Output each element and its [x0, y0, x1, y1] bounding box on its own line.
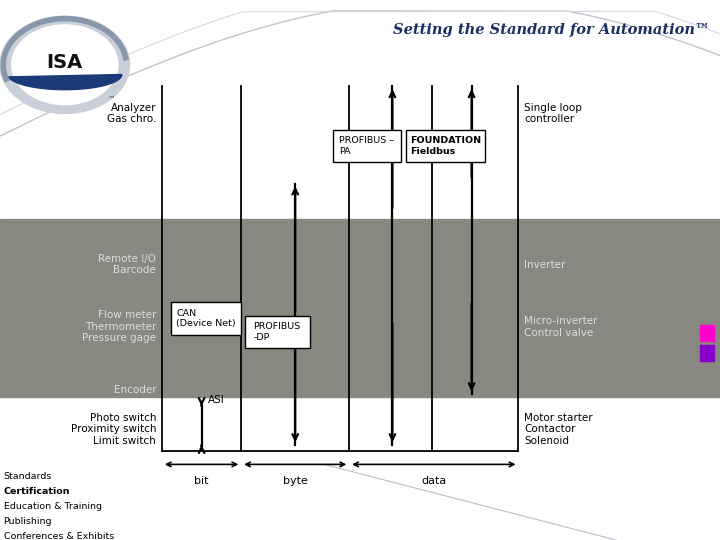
Text: CAN
(Device Net): CAN (Device Net) [176, 309, 235, 328]
Bar [171, 302, 241, 335]
Bar [700, 345, 714, 361]
Text: Certification: Certification [4, 487, 70, 496]
Text: Photo switch
Proximity switch
Limit switch: Photo switch Proximity switch Limit swit… [71, 413, 156, 446]
Text: Remote I/O
Barcode: Remote I/O Barcode [98, 254, 156, 275]
Text: Single loop
controller: Single loop controller [524, 103, 582, 124]
Text: Flow meter
Thermometer
Pressure gage: Flow meter Thermometer Pressure gage [82, 310, 156, 343]
Bar [245, 316, 310, 348]
Text: PROFIBUS –
PA: PROFIBUS – PA [339, 136, 395, 156]
Text: Conferences & Exhibits: Conferences & Exhibits [4, 532, 114, 540]
Text: Analyzer
Gas chro.: Analyzer Gas chro. [107, 103, 156, 124]
Text: ISA: ISA [47, 52, 83, 72]
Text: Standards: Standards [4, 472, 52, 481]
Bar [700, 325, 714, 341]
Text: Micro-inverter
Control valve: Micro-inverter Control valve [524, 316, 598, 338]
Circle shape [12, 25, 118, 105]
Text: ™: ™ [108, 95, 115, 104]
Bar [406, 130, 485, 162]
Text: Setting the Standard for Automation™: Setting the Standard for Automation™ [392, 23, 709, 37]
Text: Inverter: Inverter [524, 260, 565, 269]
Bar [0, 219, 720, 397]
Text: byte: byte [283, 476, 307, 487]
Text: ASI: ASI [208, 395, 225, 405]
Text: data: data [421, 476, 447, 487]
Text: FOUNDATION
Fieldbus: FOUNDATION Fieldbus [410, 136, 481, 156]
Text: Education & Training: Education & Training [4, 502, 102, 511]
Text: PROFIBUS
-DP: PROFIBUS -DP [253, 322, 301, 342]
Text: Motor starter
Contactor
Solenoid: Motor starter Contactor Solenoid [524, 413, 593, 446]
Circle shape [0, 16, 130, 113]
Bar [333, 130, 401, 162]
Polygon shape [9, 75, 122, 90]
Text: Encoder: Encoder [114, 385, 156, 395]
Text: bit: bit [194, 476, 209, 487]
Text: Publishing: Publishing [4, 517, 52, 526]
